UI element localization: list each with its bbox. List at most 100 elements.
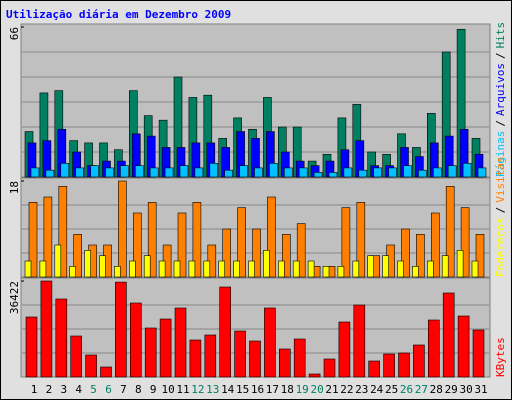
bar [43,196,53,278]
bar [398,352,410,378]
bar [277,260,285,278]
bar [308,373,321,378]
bar [263,250,270,278]
bar [432,167,442,178]
bar [188,260,196,278]
bar [203,260,211,278]
bar [219,286,231,378]
bar [84,250,91,278]
bar [194,167,204,178]
bar [269,163,278,178]
x-tick-label: 21 [325,383,338,396]
bar [293,338,306,378]
legend-entry: Hits [494,22,507,49]
bar [55,298,68,378]
bar [296,223,306,278]
bar [234,330,246,378]
x-tick-label: 7 [120,383,127,396]
x-tick-label: 10 [161,383,174,396]
bar [403,165,412,178]
y-max-label: 36422 [8,281,21,314]
y-max-label: 66 [8,27,21,40]
bar [248,260,255,278]
bar [69,266,76,278]
bar [130,302,142,378]
x-tick-label: 22 [340,383,353,396]
bar [115,281,127,378]
bar [60,163,70,178]
x-tick-label: 31 [474,383,487,396]
x-tick-label: 23 [355,383,368,396]
bar [54,244,62,278]
bar [173,260,181,278]
x-tick-label: 2 [46,383,53,396]
bar [100,366,112,378]
legend-entry: Arquivos [494,63,507,116]
bar [353,304,366,378]
x-tick-label: 27 [415,383,428,396]
x-tick-label: 15 [236,383,249,396]
x-tick-label: 28 [430,383,443,396]
x-tick-label: 4 [75,383,82,396]
bar [39,260,47,278]
bar [445,186,455,278]
bar [416,234,425,278]
bar [426,260,434,278]
bar [133,212,142,278]
bar [73,234,82,278]
bar [367,255,375,278]
bar [249,340,261,378]
x-tick-label: 18 [281,383,294,396]
x-tick-label: 20 [310,383,323,396]
x-tick-label: 9 [150,383,157,396]
bar [471,260,479,278]
x-tick-label: 19 [296,383,309,396]
bar [278,348,291,378]
x-tick-label: 3 [60,383,67,396]
bar [356,202,366,278]
bar [447,165,457,178]
bar [105,167,114,178]
x-tick-label: 13 [206,383,219,396]
bar [412,266,419,278]
x-tick-label: 8 [135,383,142,396]
bar [397,260,404,278]
bar [120,165,129,178]
x-tick-label: 5 [90,383,97,396]
bar [85,354,97,378]
bar [341,207,351,278]
bar [267,196,276,278]
bar [383,353,395,378]
legend: KBytes [494,337,507,377]
bar [30,167,40,178]
legend-separator: / [494,207,507,214]
bar [28,202,38,278]
x-tick-label: 1 [31,383,38,396]
bar [158,260,166,278]
bar [99,255,106,278]
bar [143,255,151,278]
bar [475,234,485,278]
bar [401,228,410,278]
bar [442,292,455,378]
bar [147,202,157,278]
bar [237,207,246,278]
bar [149,167,159,178]
bar [430,212,440,278]
bar [307,260,315,278]
bar [358,169,368,178]
bar [90,165,99,178]
bar [189,339,202,378]
y-max-label: 18 [8,181,21,194]
bar [159,318,172,378]
bar [337,266,345,278]
bar [224,169,233,178]
bar [283,167,293,178]
bar [456,250,464,278]
legend-separator: / [494,120,507,127]
bar [233,260,240,278]
x-tick-label: 12 [191,383,204,396]
bar [460,207,470,278]
